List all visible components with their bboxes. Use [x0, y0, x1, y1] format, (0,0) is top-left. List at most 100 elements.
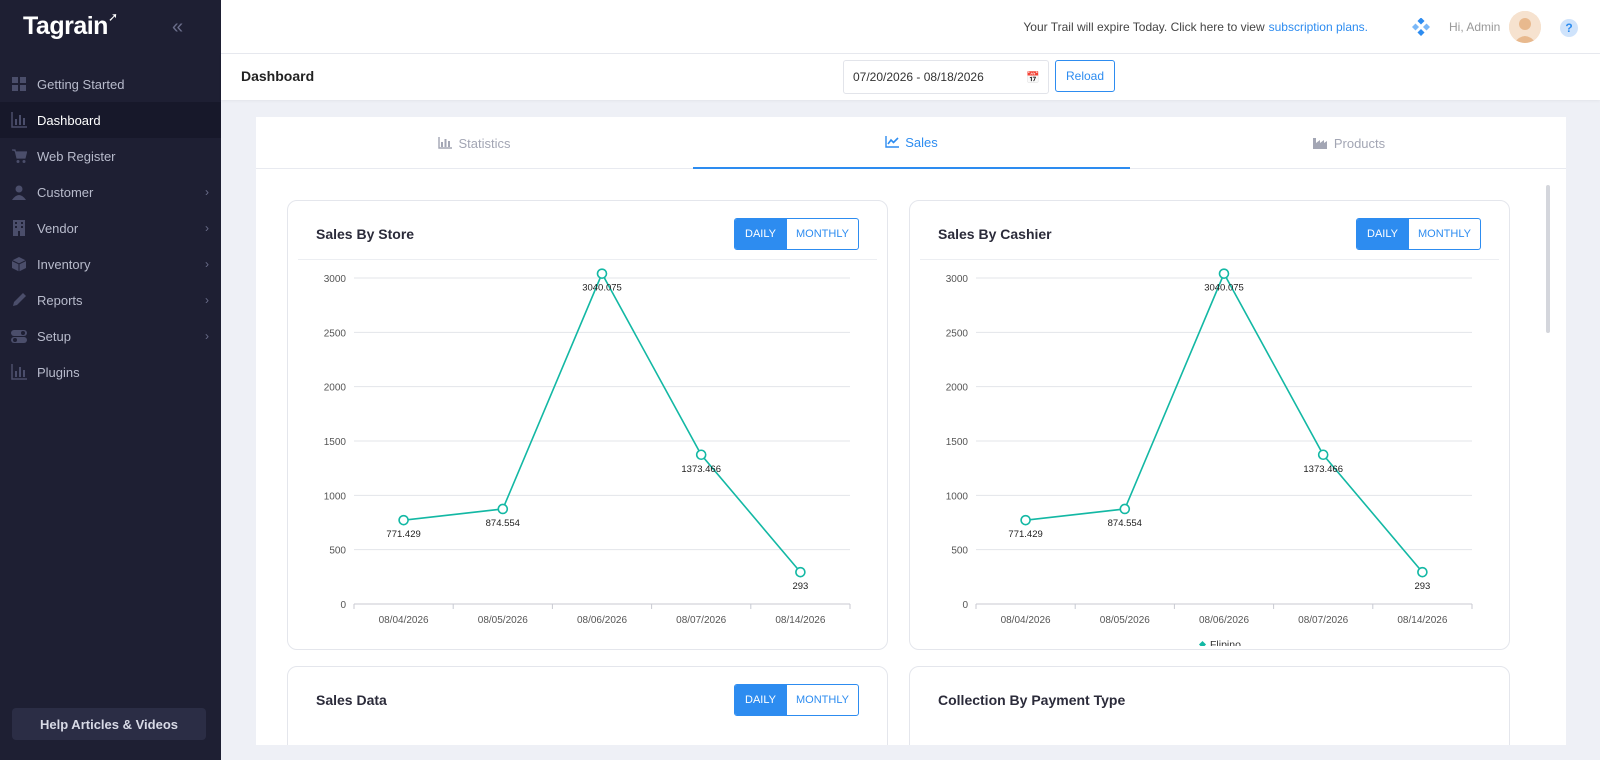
building-icon	[11, 220, 27, 236]
data-label: 771.429	[386, 529, 420, 540]
y-tick-label: 1500	[324, 437, 347, 448]
sidebar-item-label: Customer	[37, 184, 94, 200]
sales-by-store-chart: 0 500 1000 1500 2000 2500 3000 08/04/2026 08/05/…	[324, 268, 851, 626]
question-icon[interactable]: ?	[1560, 19, 1578, 37]
y-tick-label: 0	[340, 600, 346, 611]
sidebar-item-setup[interactable]: Setup ›	[0, 318, 221, 354]
x-tick-label: 08/14/2026	[775, 615, 825, 626]
sidebar-item-getting-started[interactable]: Getting Started	[0, 66, 221, 102]
y-tick-label: 500	[951, 546, 968, 557]
user-icon	[11, 184, 27, 200]
grid-icon	[11, 76, 27, 92]
sales-by-cashier-card: Sales By Cashier DAILY MONTHLY 0 500 1000 1…	[909, 200, 1510, 650]
daily-button[interactable]: DAILY	[735, 685, 786, 715]
y-tick-label: 2500	[946, 328, 969, 339]
factory-icon	[1312, 138, 1327, 149]
line-chart-icon	[885, 136, 900, 148]
x-tick-label: 08/06/2026	[1199, 615, 1249, 626]
data-point[interactable]	[398, 514, 409, 526]
legend-label: Flipino	[1210, 639, 1241, 646]
double-chevron-left-icon[interactable]: «	[172, 16, 184, 38]
tab-label: Sales	[905, 134, 938, 150]
tab-statistics[interactable]: Statistics	[256, 117, 693, 169]
data-point[interactable]	[695, 449, 707, 461]
y-tick-label: 1500	[946, 437, 969, 448]
user-greeting: Hi, Admin	[1449, 20, 1501, 34]
divider	[920, 259, 1499, 260]
data-label: 293	[1414, 581, 1430, 592]
sidebar-item-customer[interactable]: Customer ›	[0, 174, 221, 210]
data-point[interactable]	[497, 503, 509, 515]
bar-chart-icon	[11, 364, 27, 380]
data-point[interactable]	[1218, 268, 1230, 279]
cart-icon	[11, 148, 28, 164]
monthly-button[interactable]: MONTHLY	[786, 685, 858, 715]
sidebar-item-label: Dashboard	[37, 112, 101, 128]
avatar[interactable]	[1509, 11, 1541, 43]
sales-data-card: Sales Data DAILY MONTHLY	[287, 666, 888, 745]
data-label: 874.554	[1108, 518, 1142, 529]
monthly-button[interactable]: MONTHLY	[1408, 219, 1480, 249]
help-articles-button[interactable]: Help Articles & Videos	[12, 708, 206, 740]
user-avatar-icon	[1509, 11, 1541, 43]
card-title: Sales By Cashier	[938, 226, 1052, 242]
date-range-value: 07/20/2026 - 08/18/2026	[853, 70, 984, 84]
scrollbar[interactable]	[1546, 185, 1550, 333]
data-point[interactable]	[1020, 514, 1031, 526]
data-point[interactable]	[1417, 566, 1428, 578]
chevron-right-icon: ›	[205, 257, 209, 271]
sidebar-item-reports[interactable]: Reports ›	[0, 282, 221, 318]
series-line	[403, 271, 802, 573]
sidebar-item-web-register[interactable]: Web Register	[0, 138, 221, 174]
calendar-icon[interactable]: 📅	[1026, 72, 1040, 84]
sidebar: Tagrain➚ « Getting Started Dashboard Web R…	[0, 0, 221, 760]
period-toggle: DAILY MONTHLY	[734, 684, 859, 716]
payment-type-card: Collection By Payment Type	[909, 666, 1510, 745]
toggle-icon	[11, 328, 27, 344]
app-logo[interactable]: Tagrain➚	[23, 9, 118, 40]
data-label: 771.429	[1008, 529, 1042, 540]
bar-chart-icon	[438, 137, 453, 149]
topbar: Your Trail will expire Today. Click here…	[221, 0, 1600, 54]
daily-button[interactable]: DAILY	[1357, 219, 1408, 249]
x-tick-label: 08/04/2026	[379, 615, 429, 626]
y-tick-label: 500	[329, 546, 346, 557]
data-label: 293	[792, 581, 808, 592]
y-tick-label: 2500	[324, 328, 347, 339]
x-tick-label: 08/04/2026	[1001, 615, 1051, 626]
dashboard-tabs: Statistics Sales Products	[256, 117, 1566, 169]
sidebar-item-label: Plugins	[37, 364, 80, 380]
monthly-button[interactable]: MONTHLY	[786, 219, 858, 249]
subscription-plans-link[interactable]: subscription plans.	[1268, 20, 1368, 34]
chevron-right-icon: ›	[205, 329, 209, 343]
chevron-right-icon: ›	[205, 293, 209, 307]
data-label: 874.554	[486, 518, 520, 529]
sidebar-item-label: Web Register	[37, 148, 116, 164]
y-tick-label: 1000	[324, 491, 347, 502]
reload-button[interactable]: Reload	[1055, 60, 1115, 92]
apps-icon[interactable]	[1412, 18, 1430, 36]
data-point[interactable]	[596, 268, 608, 279]
sidebar-item-vendor[interactable]: Vendor ›	[0, 210, 221, 246]
daily-button[interactable]: DAILY	[735, 219, 786, 249]
sidebar-item-plugins[interactable]: Plugins	[0, 354, 221, 390]
sidebar-item-inventory[interactable]: Inventory ›	[0, 246, 221, 282]
box-icon	[11, 256, 27, 272]
chevron-right-icon: ›	[205, 221, 209, 235]
data-point[interactable]	[1119, 503, 1131, 515]
date-range-input[interactable]: 07/20/2026 - 08/18/2026 📅	[843, 60, 1049, 94]
dashboard-panel: Statistics Sales Products Sales By Store…	[256, 117, 1566, 745]
card-title: Sales Data	[316, 692, 387, 708]
sidebar-item-dashboard[interactable]: Dashboard	[0, 102, 221, 138]
x-tick-label: 08/07/2026	[676, 615, 726, 626]
x-tick-label: 08/14/2026	[1397, 615, 1447, 626]
data-point[interactable]	[795, 566, 806, 578]
tab-products[interactable]: Products	[1130, 117, 1566, 169]
data-point[interactable]	[1317, 449, 1329, 461]
sales-by-store-card: Sales By Store DAILY MONTHLY 0 500 1000 150…	[287, 200, 888, 650]
tab-sales[interactable]: Sales	[693, 117, 1130, 169]
sidebar-item-label: Setup	[37, 328, 71, 344]
legend-marker	[1198, 640, 1207, 646]
card-title: Sales By Store	[316, 226, 415, 242]
page-header: Dashboard 07/20/2026 - 08/18/2026 📅 Relo…	[221, 54, 1600, 100]
